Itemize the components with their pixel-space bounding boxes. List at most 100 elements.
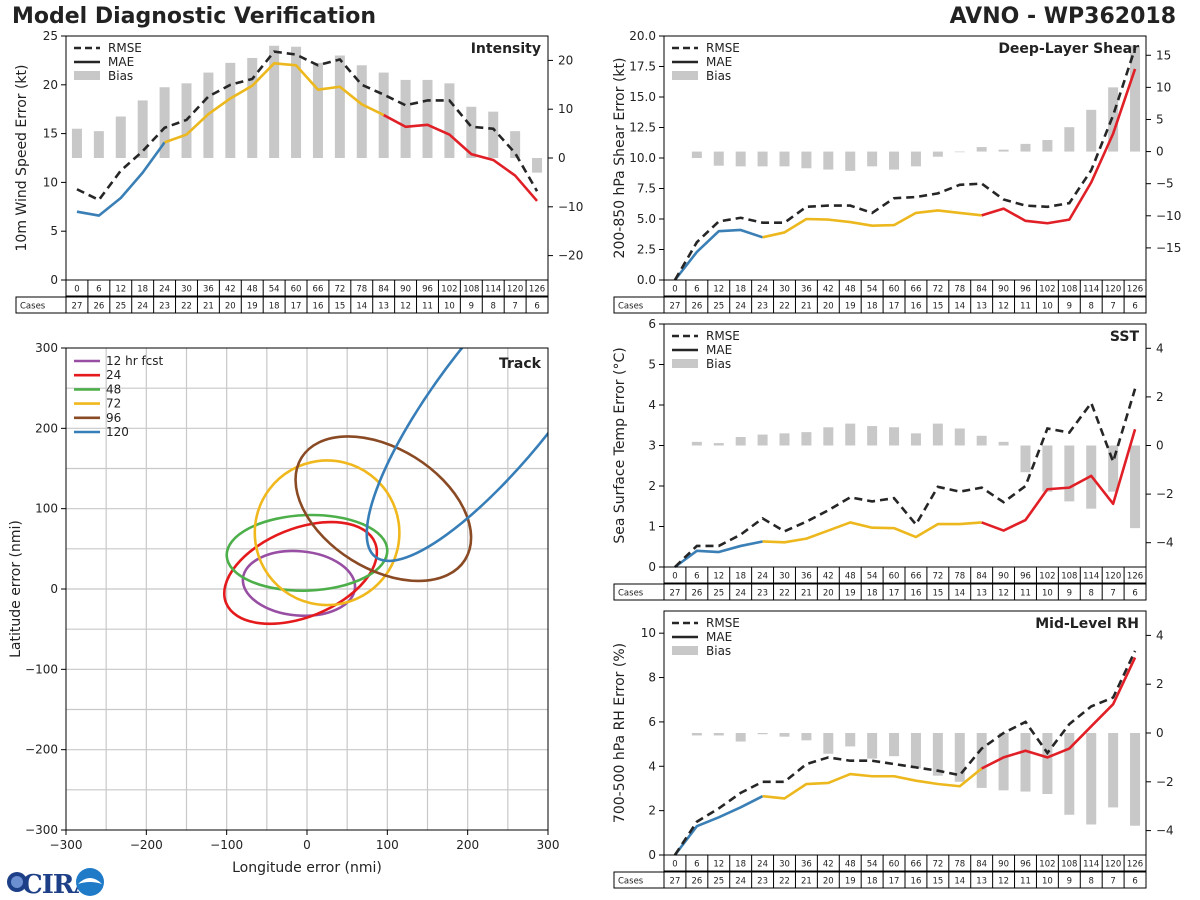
panel-track: −300 −200 −100 0 100 200 300 −300 −200 −100 0 100 20…: [8, 341, 559, 876]
table-hour-cell: 126: [1127, 860, 1143, 870]
table-hour-cell: 6: [694, 285, 699, 295]
bias-bar: [757, 434, 768, 446]
panel-title: SST: [1110, 329, 1140, 345]
bias-bar: [115, 116, 126, 158]
bias-bar: [422, 79, 433, 158]
table-case-cell: 6: [1132, 877, 1137, 887]
bias-bar: [845, 423, 856, 446]
legend-rmse-label: RMSE: [706, 41, 740, 55]
table-case-cell: 13: [976, 589, 987, 599]
bias-bar: [779, 733, 790, 737]
y2-tick-label: −10: [558, 200, 583, 214]
cira-logo: CIRA: [7, 868, 104, 900]
legend-mae-label: MAE: [706, 343, 732, 357]
bias-bar: [466, 106, 477, 158]
y2-tick-label: −20: [558, 249, 583, 263]
bias-bar: [269, 45, 280, 159]
y-tick-label: 0: [648, 848, 656, 862]
table-case-cell: 15: [932, 877, 943, 887]
bias-bar: [691, 151, 702, 158]
table-case-cell: 19: [845, 877, 856, 887]
table-hour-cell: 18: [137, 285, 148, 295]
bias-bar: [910, 433, 921, 446]
table-case-cell: 25: [115, 302, 126, 312]
legend-bias-label: Bias: [706, 357, 731, 371]
mae-line-84-126h: [981, 428, 1137, 532]
table-hour-cell: 96: [422, 285, 433, 295]
y-axis-label: 200-850 hPa Shear Error (kt): [612, 58, 628, 259]
panel-title: Deep-Layer Shear: [998, 41, 1139, 57]
table-case-cell: 12: [998, 589, 1009, 599]
table-case-cell: 22: [779, 589, 790, 599]
bias-bar: [954, 428, 965, 446]
y-tick-label: 17.5: [629, 60, 656, 74]
y2-tick-label: 2: [1156, 677, 1164, 691]
y-tick-label: 20: [43, 78, 58, 92]
logo-globe-inner-icon: [11, 876, 23, 888]
legend-mae-label: MAE: [108, 55, 134, 69]
bias-bar: [400, 79, 411, 158]
table-case-cell: 26: [691, 302, 702, 312]
y2-tick-label: −15: [1156, 241, 1181, 255]
y2-tick-label: 5: [1156, 112, 1164, 126]
table-hour-cell: 72: [334, 285, 345, 295]
y2-tick-label: −2: [1156, 487, 1174, 501]
bias-bar: [247, 57, 258, 158]
table-case-cell: 22: [181, 302, 192, 312]
table-case-cell: 7: [512, 302, 517, 312]
bias-bar: [1042, 733, 1053, 794]
rmse-line: [673, 47, 1137, 281]
cases-row: [613, 871, 1147, 889]
x-tick-label: −200: [130, 838, 163, 852]
panel-title: Intensity: [471, 41, 541, 57]
bias-bar: [779, 433, 790, 446]
table-hour-cell: 90: [400, 285, 411, 295]
table-case-cell: 11: [422, 302, 433, 312]
table-hour-cell: 114: [1083, 285, 1099, 295]
y2-tick-label: 20: [558, 53, 573, 67]
legend-bias-swatch: [672, 359, 698, 368]
table-hour-cell: 0: [672, 285, 677, 295]
table-hour-cell: 6: [96, 285, 101, 295]
table-case-cell: 20: [823, 589, 834, 599]
table-case-cell: 9: [1067, 877, 1072, 887]
y-tick-label: 300: [35, 341, 58, 355]
bias-bar: [713, 733, 724, 736]
table-case-cell: 27: [670, 877, 681, 887]
table-intensity: 0 6 12 18 24 30 36 42 48 54 60 66 72 78 84 90 96 102 108 11…: [15, 279, 549, 314]
table-case-cell: 17: [889, 877, 900, 887]
table-hour-cell: 48: [247, 285, 258, 295]
legend-label: 120: [106, 425, 129, 439]
y2-tick-label: −4: [1156, 824, 1174, 838]
legend-label: 72: [106, 397, 121, 411]
legend-rmse-label: RMSE: [108, 41, 142, 55]
y-tick-label: 0: [50, 273, 58, 287]
legend-mae-label: MAE: [706, 630, 732, 644]
table-case-cell: 23: [757, 877, 768, 887]
table-hour-cell: 24: [159, 285, 170, 295]
table-case-cell: 6: [534, 302, 539, 312]
table-hour-cell: 12: [713, 285, 724, 295]
table-case-cell: 11: [1020, 877, 1031, 887]
bias-bar: [444, 83, 455, 158]
table-hour-cell: 36: [801, 285, 812, 295]
y2-tick-label: 10: [1156, 80, 1171, 94]
bias-bar: [1020, 445, 1031, 473]
bias-bar: [976, 147, 987, 152]
bias-bar: [867, 733, 878, 759]
x-tick-label: −100: [210, 838, 243, 852]
table-hour-cell: 126: [529, 285, 545, 295]
table-hour-cell: 36: [203, 285, 214, 295]
table-case-cell: 14: [356, 302, 367, 312]
bias-bar: [976, 733, 987, 788]
table-case-cell: 23: [159, 302, 170, 312]
table-hour-cell: 72: [932, 860, 943, 870]
table-case-cell: 11: [1020, 302, 1031, 312]
table-hour-cell: 72: [932, 572, 943, 582]
y-tick-label: 4: [648, 759, 656, 773]
table-hour-cell: 30: [779, 860, 790, 870]
table-hour-cell: 66: [911, 860, 922, 870]
table-hour-cell: 60: [889, 285, 900, 295]
y-tick-label: 2: [648, 804, 656, 818]
panel-title: Mid-Level RH: [1035, 616, 1139, 632]
